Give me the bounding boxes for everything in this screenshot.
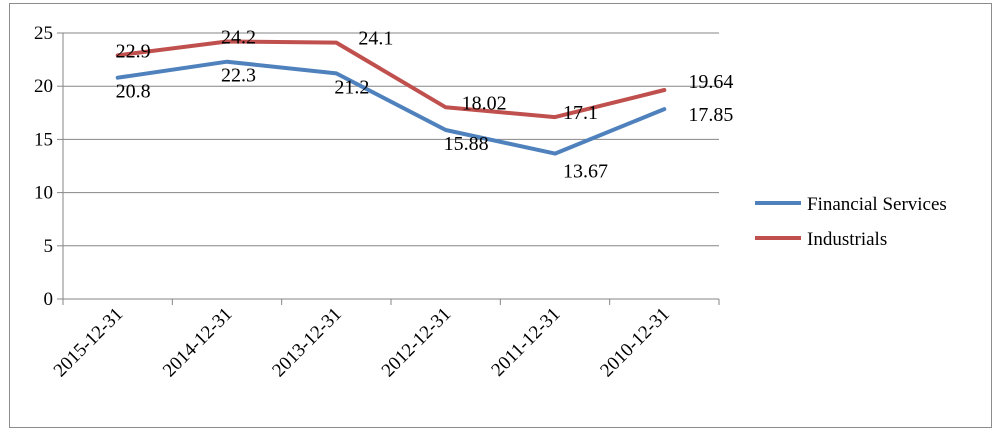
- series-lines: [115, 39, 667, 156]
- y-tick-label: 0: [44, 289, 54, 310]
- data-label: 17.85: [688, 104, 733, 126]
- legend-label: Industrials: [807, 229, 887, 250]
- data-labels: 20.8 22.3 21.2 15.88 13.67 17.85 22.9 24.2 24.1 1…: [116, 27, 734, 183]
- data-label: 24.2: [221, 27, 256, 49]
- data-label: 17.1: [563, 102, 598, 124]
- y-tick-label: 10: [34, 183, 53, 204]
- y-tick-label: 5: [44, 236, 54, 257]
- y-tick-label: 20: [34, 76, 53, 97]
- data-label: 18.02: [462, 92, 507, 114]
- x-tick-label: 2010-12-31: [596, 304, 674, 382]
- data-label: 19.64: [688, 71, 733, 93]
- legend: Financial Services Industrials: [755, 194, 947, 250]
- data-label: 22.9: [116, 40, 151, 62]
- data-label: 15.88: [444, 133, 489, 155]
- data-label: 13.67: [563, 161, 608, 183]
- series-line-industrials: [115, 39, 667, 120]
- x-tick-label: 2012-12-31: [378, 304, 456, 382]
- legend-label: Financial Services: [807, 194, 947, 215]
- y-tick-label: 15: [34, 129, 53, 150]
- data-label: 21.2: [334, 76, 369, 98]
- line-chart: 0 5 10 15 20 25 2015-12-31 2014-12-31 2013-12-31…: [34, 23, 947, 382]
- y-tick-label: 25: [34, 23, 53, 44]
- series-line-financial-services: [115, 59, 667, 156]
- data-label: 24.1: [358, 28, 393, 50]
- x-tick-label: 2015-12-31: [50, 304, 128, 382]
- x-tick-label: 2014-12-31: [159, 304, 237, 382]
- data-label: 20.8: [116, 81, 151, 103]
- data-label: 22.3: [221, 65, 256, 87]
- x-tick-label: 2013-12-31: [268, 304, 346, 382]
- x-tick-label: 2011-12-31: [487, 304, 564, 381]
- chart-frame: 0 5 10 15 20 25 2015-12-31 2014-12-31 2013-12-31…: [9, 3, 992, 428]
